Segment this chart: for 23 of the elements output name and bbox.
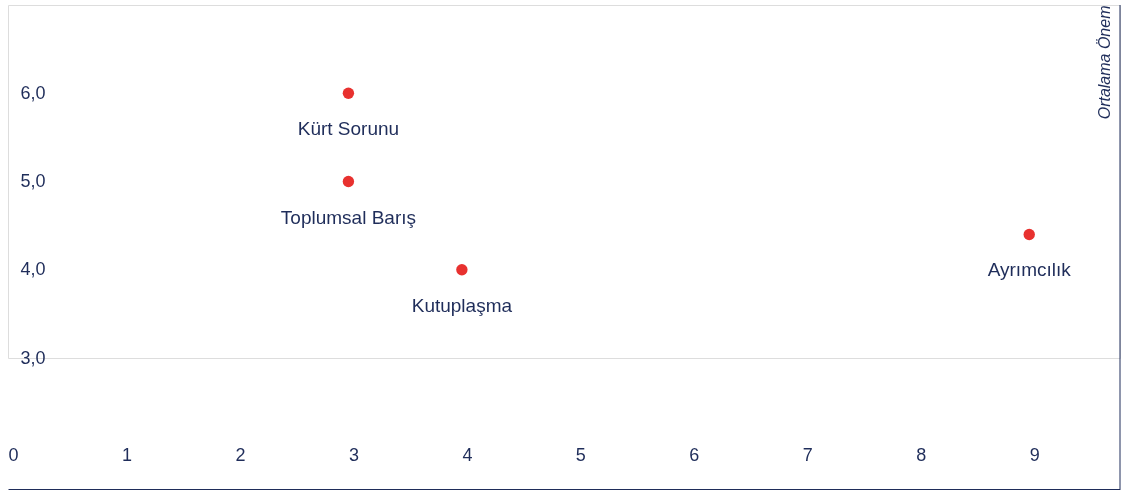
point <box>342 87 355 99</box>
y-axis-title: Ortalama Önem <box>1095 5 1113 120</box>
y-tick-label: 6,0 <box>20 82 46 103</box>
y-tick-label: 4,0 <box>20 259 46 280</box>
annotation: Ayrımcılık <box>987 259 1072 281</box>
point <box>342 175 355 188</box>
annotation: Toplumsal Barış <box>280 206 416 228</box>
x-tick-label: 5 <box>575 444 586 465</box>
annotation: Kutuplaşma <box>411 294 513 316</box>
annotation: Kürt Sorunu <box>297 118 400 140</box>
x-tick-label: 9 <box>1029 444 1040 465</box>
point <box>1023 228 1035 241</box>
x-tick-label: 7 <box>802 444 813 465</box>
x-tick-label: 1 <box>121 444 132 465</box>
x-tick-label: 4 <box>462 444 473 465</box>
x-tick-label: 8 <box>916 444 927 465</box>
x-tick-label: 2 <box>235 444 246 465</box>
x-tick-label: 6 <box>689 444 700 465</box>
y-tick-label: 3,0 <box>20 347 46 368</box>
y-tick-label: 5,0 <box>20 171 46 191</box>
point <box>456 264 468 276</box>
x-tick-label: 3 <box>348 444 359 465</box>
x-tick-label: 0 <box>8 444 19 465</box>
